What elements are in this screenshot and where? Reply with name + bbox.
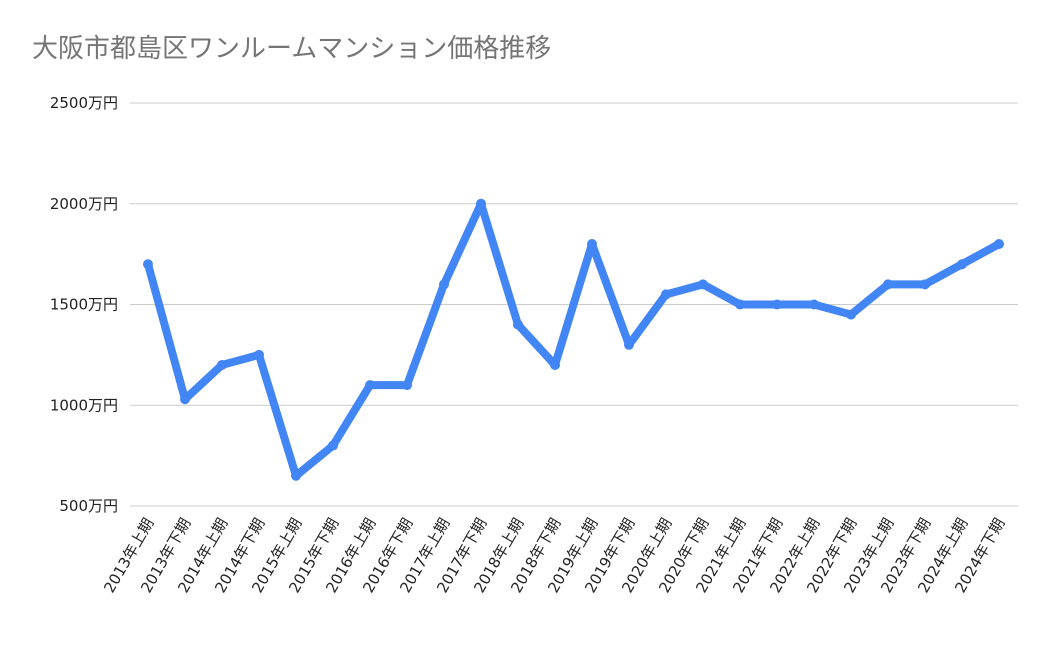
data-point xyxy=(809,299,819,310)
data-point xyxy=(846,309,856,320)
series-line xyxy=(144,199,1003,480)
data-point xyxy=(402,380,412,391)
data-point xyxy=(550,359,560,370)
data-point xyxy=(994,239,1004,250)
data-point xyxy=(365,380,375,391)
data-point xyxy=(143,259,153,270)
data-point xyxy=(772,299,782,310)
data-point xyxy=(328,440,338,451)
y-tick-label: 1500万円 xyxy=(50,296,118,314)
data-point xyxy=(883,279,893,290)
data-point xyxy=(439,279,449,290)
data-point xyxy=(920,279,930,290)
data-point xyxy=(217,359,227,370)
data-point xyxy=(587,239,597,250)
data-point xyxy=(291,470,301,481)
chart-title: 大阪市都島区ワンルームマンション価格推移 xyxy=(32,34,552,64)
data-point xyxy=(513,319,523,330)
data-point xyxy=(180,394,190,405)
y-tick-label: 500万円 xyxy=(59,497,118,515)
y-tick-label: 1000万円 xyxy=(50,396,118,414)
data-point xyxy=(698,279,708,290)
y-tick-label: 2500万円 xyxy=(50,94,118,112)
data-point xyxy=(624,339,634,350)
data-point xyxy=(735,299,745,310)
data-point xyxy=(254,349,264,360)
data-point xyxy=(661,289,671,300)
data-point xyxy=(476,198,486,209)
data-point xyxy=(957,259,967,270)
y-tick-label: 2000万円 xyxy=(50,195,118,213)
